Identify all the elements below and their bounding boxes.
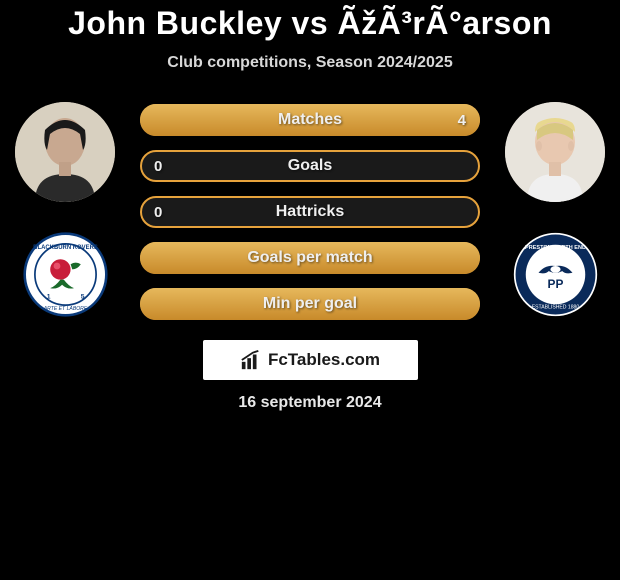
title-player1: John Buckley xyxy=(68,5,282,41)
fctables-logo[interactable]: FcTables.com xyxy=(203,340,418,380)
svg-text:BLACKBURN ROVERS: BLACKBURN ROVERS xyxy=(33,245,98,251)
svg-text:5: 5 xyxy=(80,293,84,300)
stat-label: Matches xyxy=(278,111,342,129)
date-text: 16 september 2024 xyxy=(0,394,620,412)
stat-value-left: 0 xyxy=(154,204,162,221)
stat-value-right: 4 xyxy=(458,112,466,129)
logo-text: FcTables.com xyxy=(268,350,380,370)
stat-bar: Goals per match xyxy=(140,242,480,274)
stat-label: Goals per match xyxy=(247,249,372,267)
stat-label: Hattricks xyxy=(276,203,344,221)
page-title: John Buckley vs ÃžÃ³rÃ°arson xyxy=(0,5,620,42)
title-player2: ÃžÃ³rÃ°arson xyxy=(338,5,552,41)
stat-bar: 0 Hattricks xyxy=(140,196,480,228)
comparison-container: John Buckley vs ÃžÃ³rÃ°arson Club compet… xyxy=(0,0,620,412)
player2-avatar xyxy=(505,102,605,202)
chart-icon xyxy=(240,349,262,371)
player2-club-badge: PRESTON NORTH END ESTABLISHED 1880 PP xyxy=(513,232,598,317)
player1-club-badge: BLACKBURN ROVERS ARTE ET LABORE 1 5 xyxy=(23,232,108,317)
subtitle: Club competitions, Season 2024/2025 xyxy=(0,54,620,72)
svg-text:PP: PP xyxy=(547,277,563,291)
stats-row: BLACKBURN ROVERS ARTE ET LABORE 1 5 Matc… xyxy=(0,102,620,320)
stat-label: Min per goal xyxy=(263,295,357,313)
stat-bars: Matches 4 0 Goals 0 Hattricks Goals per match M… xyxy=(140,102,480,320)
stat-value-left: 0 xyxy=(154,158,162,175)
svg-text:ARTE ET LABORE: ARTE ET LABORE xyxy=(42,306,87,312)
svg-text:ESTABLISHED 1880: ESTABLISHED 1880 xyxy=(531,305,579,311)
left-column: BLACKBURN ROVERS ARTE ET LABORE 1 5 xyxy=(10,102,120,317)
right-column: PRESTON NORTH END ESTABLISHED 1880 PP xyxy=(500,102,610,317)
stat-bar: Min per goal xyxy=(140,288,480,320)
player1-avatar xyxy=(15,102,115,202)
stat-bar: Matches 4 xyxy=(140,104,480,136)
stat-bar: 0 Goals xyxy=(140,150,480,182)
svg-text:PRESTON NORTH END: PRESTON NORTH END xyxy=(525,245,586,251)
stat-label: Goals xyxy=(288,157,332,175)
svg-text:1: 1 xyxy=(46,293,50,300)
title-vs: vs xyxy=(292,5,329,41)
